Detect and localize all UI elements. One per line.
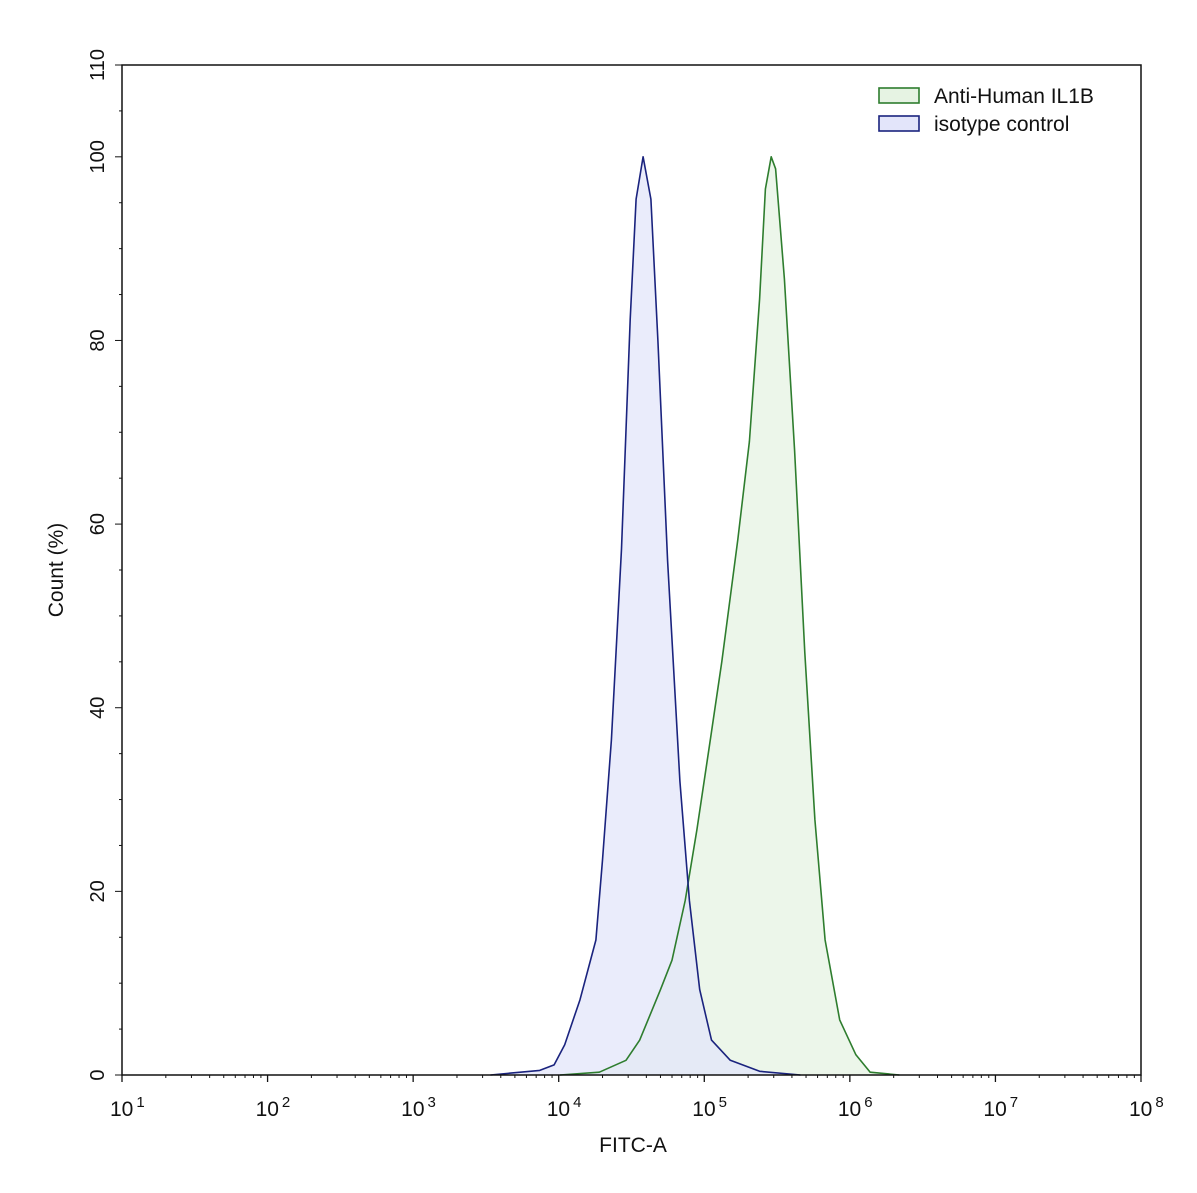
y-tick-label: 40 [87,697,109,719]
series-line-1 [490,156,801,1076]
legend-swatch [878,115,920,132]
legend-swatch [878,87,920,104]
x-tick-label: 10 1 [110,1094,145,1121]
series-fill-1 [490,156,801,1076]
series-fills [490,156,900,1076]
x-tick-label: 10 6 [838,1094,873,1121]
series-lines [490,156,900,1076]
y-tick-label: 100 [87,140,109,173]
series-line-0 [559,156,900,1076]
x-tick-label: 10 3 [401,1094,436,1121]
y-tick-label: 60 [87,513,109,535]
legend-label: Anti-Human IL1B [934,85,1094,108]
x-tick-label: 10 8 [1129,1094,1164,1121]
y-axis-label: Count (%) [45,523,68,618]
y-tick-label: 110 [87,49,109,81]
series-fill-0 [559,156,900,1076]
x-tick-label: 10 2 [256,1094,291,1121]
x-axis-label: FITC-A [599,1134,667,1157]
x-tick-label: 10 4 [547,1094,582,1121]
y-tick-label: 0 [87,1069,109,1080]
y-tick-label: 20 [87,880,109,902]
legend-label: isotype control [934,113,1069,136]
y-axis: 0 20 40 60 80 100 110 [87,49,122,1081]
x-tick-label: 10 7 [983,1094,1018,1121]
x-tick-label: 10 5 [692,1094,727,1121]
legend: Anti-Human IL1B isotype control [878,85,1094,136]
y-tick-label: 80 [87,329,109,351]
x-axis: 10 1 10 2 10 3 10 4 10 5 10 6 10 7 10 8 [110,1075,1164,1121]
